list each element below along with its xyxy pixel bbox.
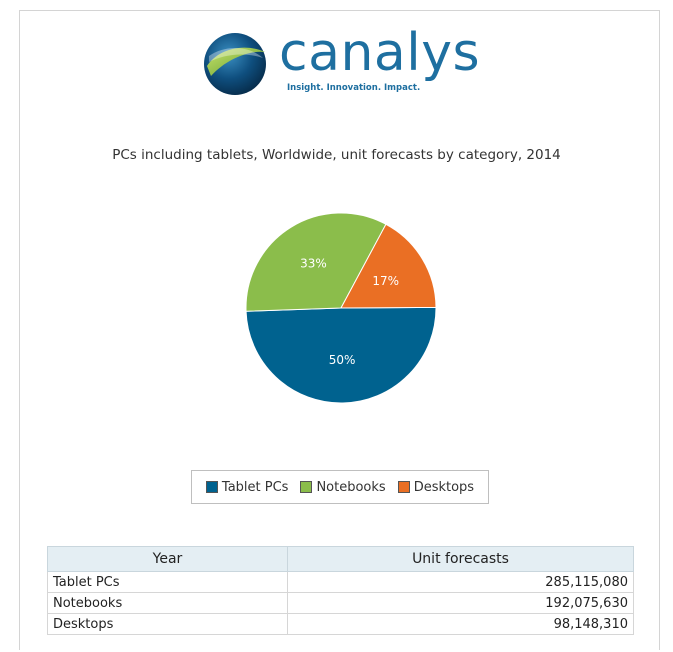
row-value: 192,075,630 <box>287 592 634 614</box>
pie-label-notebooks: 33% <box>300 257 327 271</box>
legend-swatch <box>205 481 218 493</box>
brand-tagline: Insight. Innovation. Impact. <box>287 83 421 93</box>
table-row: Notebooks 192,075,630 <box>47 592 634 614</box>
table-header-row: Year Unit forecasts <box>47 546 634 572</box>
globe-icon <box>204 33 266 95</box>
legend-swatch <box>397 481 410 493</box>
forecast-table: Year Unit forecasts Tablet PCs 285,115,0… <box>47 546 634 635</box>
row-value: 98,148,310 <box>287 613 634 635</box>
column-header-year: Year <box>47 546 288 572</box>
table-row: Desktops 98,148,310 <box>47 613 634 635</box>
legend-label: Notebooks <box>316 479 386 495</box>
chart-legend: Tablet PCs Notebooks Desktops <box>191 470 489 504</box>
pie-slice-notebooks[interactable] <box>245 212 387 312</box>
brand-wordmark: canalys <box>279 23 481 83</box>
chart-title: PCs including tablets, Worldwide, unit f… <box>112 147 561 163</box>
row-value: 285,115,080 <box>287 571 634 593</box>
pie-slice-desktops[interactable] <box>340 223 437 309</box>
legend-label: Tablet PCs <box>221 479 289 495</box>
row-category: Tablet PCs <box>47 571 288 593</box>
legend-item-notebooks[interactable]: Notebooks <box>300 479 386 495</box>
column-header-unit-forecasts: Unit forecasts <box>287 546 634 572</box>
pie-label-desktops: 17% <box>372 274 399 288</box>
row-category: Notebooks <box>47 592 288 614</box>
legend-item-tablet-pcs[interactable]: Tablet PCs <box>205 479 289 495</box>
legend-swatch <box>300 481 313 493</box>
legend-item-desktops[interactable]: Desktops <box>397 479 475 495</box>
table-row: Tablet PCs 285,115,080 <box>47 571 634 593</box>
pie-slice-tablet-pcs[interactable] <box>245 306 437 404</box>
pie-label-tablet-pcs: 50% <box>329 353 356 367</box>
legend-label: Desktops <box>413 479 475 495</box>
row-category: Desktops <box>47 613 288 635</box>
pie-chart: 50% 33% 17% <box>245 212 437 404</box>
canalys-logo: canalys Insight. Innovation. Impact. <box>203 23 493 96</box>
